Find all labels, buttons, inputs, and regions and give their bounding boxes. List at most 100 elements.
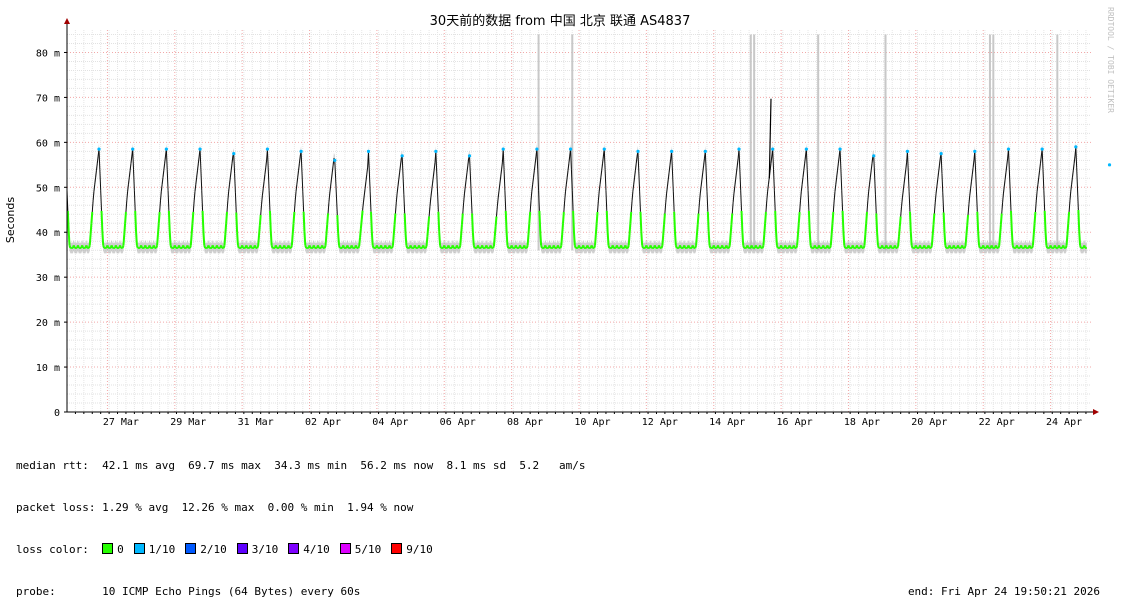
- end-time: end: Fri Apr 24 19:50:21 2026: [908, 585, 1100, 599]
- rtt-segment: [171, 245, 172, 248]
- rtt-segment: [920, 245, 921, 248]
- rtt-segment: [120, 245, 121, 248]
- rtt-segment: [848, 245, 849, 248]
- rtt-segment: [457, 245, 458, 248]
- rtt-segment: [141, 245, 142, 248]
- loss-color-text: 3/10: [252, 543, 279, 556]
- x-tick-label: 29 Mar: [170, 417, 206, 428]
- rtt-segment: [978, 232, 979, 245]
- rtt-segment: [999, 235, 1000, 246]
- rtt-segment: [630, 223, 631, 234]
- x-tick-label: 04 Apr: [372, 417, 408, 428]
- peak-point: [1041, 147, 1044, 150]
- rtt-segment: [733, 193, 734, 202]
- rtt-segment: [878, 245, 879, 248]
- rtt-segment: [347, 245, 348, 248]
- loss-color-text: 0: [117, 543, 124, 556]
- rtt-segment: [497, 198, 498, 207]
- rtt-segment: [709, 232, 710, 245]
- loss-color-swatch: [288, 543, 299, 554]
- rtt-segment: [834, 191, 835, 201]
- loss-color-text: 9/10: [406, 543, 433, 556]
- rtt-segment: [840, 149, 841, 170]
- loss-color-swatch: [340, 543, 351, 554]
- rtt-segment: [632, 191, 633, 201]
- rtt-segment: [505, 190, 506, 211]
- peak-point: [838, 147, 841, 150]
- rtt-segment: [743, 245, 744, 248]
- rtt-segment: [708, 212, 709, 232]
- rtt-segment: [876, 213, 877, 232]
- rtt-segment: [941, 154, 942, 174]
- rtt-segment: [1001, 214, 1002, 225]
- rtt-segment: [304, 212, 305, 232]
- rtt-segment: [1044, 190, 1045, 211]
- rtt-segment: [270, 211, 271, 232]
- rtt-segment: [651, 245, 652, 248]
- rtt-segment: [731, 224, 732, 235]
- rtt-segment: [318, 245, 319, 248]
- rtt-segment: [224, 234, 225, 245]
- x-tick-label: 08 Apr: [507, 417, 543, 428]
- y-tick-label: 0: [54, 408, 60, 419]
- rtt-segment: [226, 212, 227, 223]
- rtt-segment: [573, 211, 574, 232]
- rtt-segment: [175, 245, 176, 248]
- peak-point: [468, 154, 471, 157]
- rtt-segment: [718, 245, 719, 248]
- peak-point: [333, 159, 336, 162]
- rtt-segment: [276, 245, 277, 248]
- peak-point: [737, 147, 740, 150]
- y-tick-label: 20 m: [36, 318, 60, 329]
- rtt-segment: [154, 245, 155, 248]
- peak-point: [1074, 145, 1077, 148]
- rtt-segment: [203, 231, 204, 245]
- rtt-segment: [520, 245, 521, 248]
- peak-point: [771, 147, 774, 150]
- rtt-segment: [646, 245, 647, 248]
- rrdtool-watermark: RRDTOOL / TOBI OETIKER: [1106, 7, 1115, 113]
- rtt-segment: [877, 233, 878, 246]
- y-tick-label: 60 m: [36, 138, 60, 149]
- x-tick-label: 12 Apr: [642, 417, 678, 428]
- rtt-segment: [1032, 246, 1033, 248]
- x-tick-label: 06 Apr: [440, 417, 476, 428]
- rtt-segment: [150, 245, 151, 248]
- rtt-segment: [934, 214, 935, 225]
- rtt-segment: [336, 179, 337, 197]
- rtt-segment: [373, 245, 374, 248]
- rtt-segment: [269, 190, 270, 211]
- rtt-segment: [1035, 212, 1036, 223]
- rtt-segment: [390, 245, 391, 248]
- rtt-segment: [448, 245, 449, 248]
- rtt-segment: [808, 190, 809, 211]
- rtt-segment: [966, 225, 967, 235]
- rtt-segment: [462, 214, 463, 225]
- rtt-segment: [368, 151, 369, 171]
- rtt-segment: [145, 245, 146, 248]
- peak-point: [569, 147, 572, 150]
- rtt-segment: [811, 245, 812, 248]
- rtt-segment: [693, 245, 694, 248]
- rtt-segment: [996, 245, 997, 248]
- rtt-segment: [977, 212, 978, 232]
- rtt-segment: [659, 245, 660, 248]
- rtt-segment: [823, 245, 824, 248]
- rtt-segment: [928, 245, 929, 248]
- rtt-segment: [861, 245, 862, 248]
- rtt-segment: [288, 245, 289, 248]
- rtt-segment: [202, 190, 203, 211]
- rtt-segment: [550, 245, 551, 248]
- rtt-segment: [160, 191, 161, 201]
- rtt-segment: [798, 223, 799, 234]
- rtt-segment: [739, 149, 740, 170]
- rtt-segment: [1078, 210, 1079, 231]
- peak-point: [603, 147, 606, 150]
- rtt-segment: [406, 233, 407, 246]
- rtt-segment: [236, 213, 237, 233]
- rtt-segment: [1068, 212, 1069, 223]
- rtt-segment: [560, 246, 561, 248]
- rtt-segment: [663, 224, 664, 235]
- rtt-segment: [291, 246, 292, 248]
- rtt-segment: [494, 236, 495, 246]
